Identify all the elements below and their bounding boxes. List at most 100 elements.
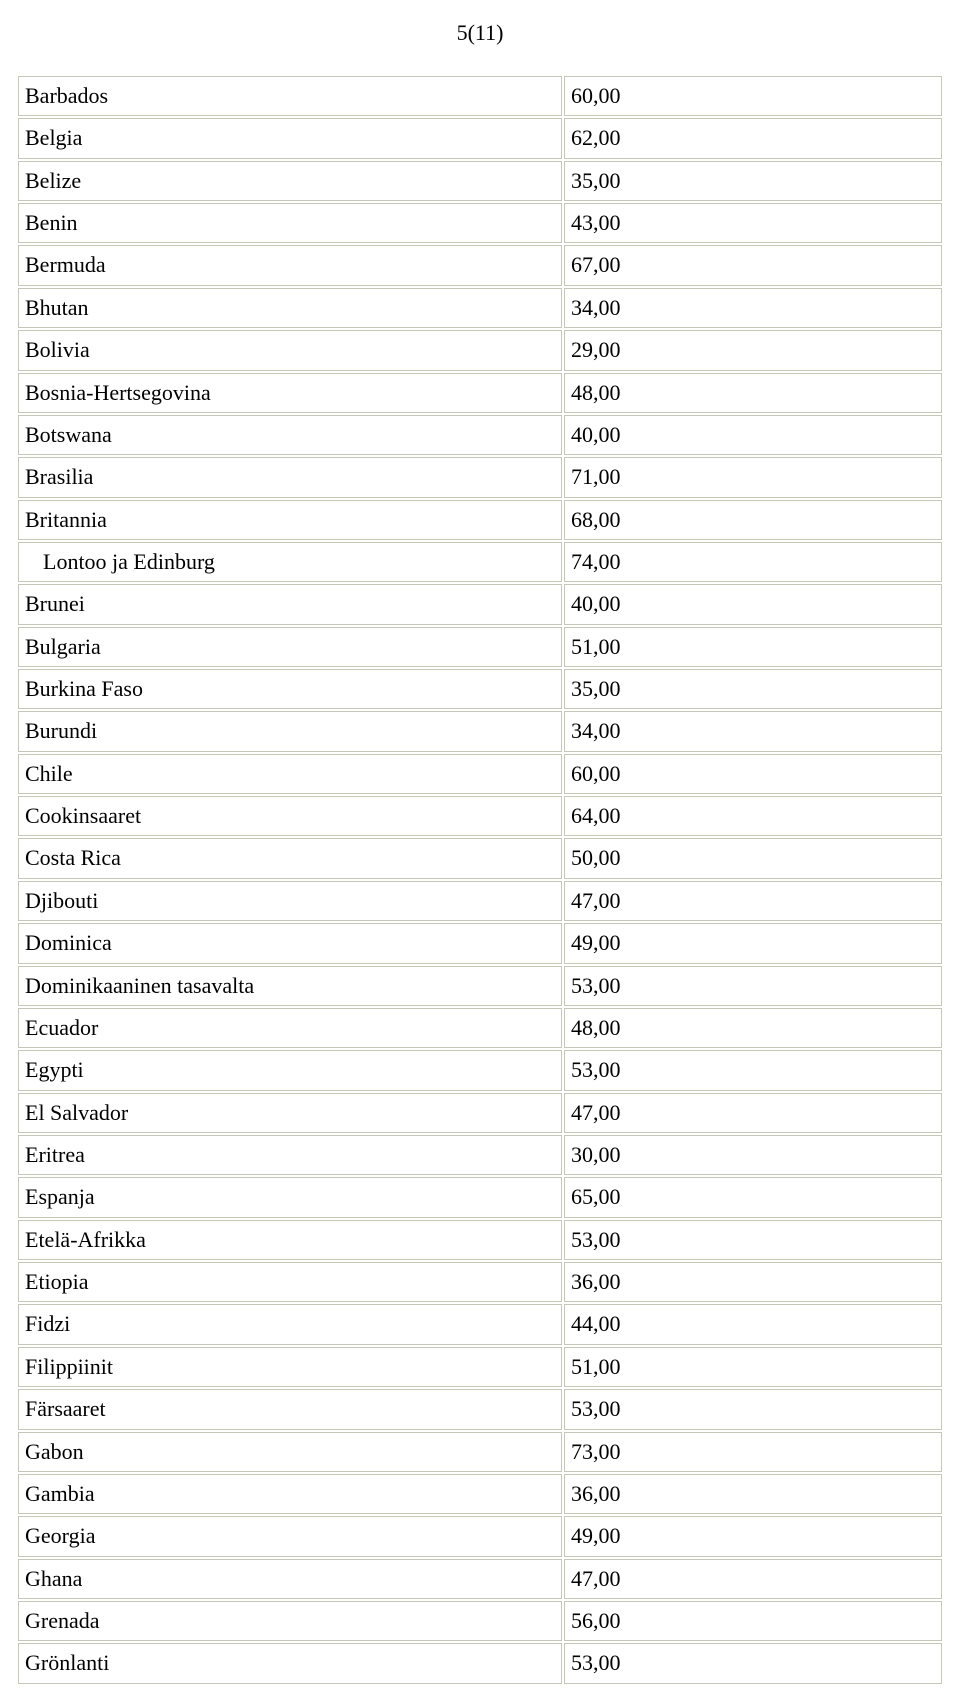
country-cell: Georgia (18, 1516, 562, 1556)
value-cell: 71,00 (564, 457, 942, 497)
table-row: Burundi34,00 (18, 711, 942, 751)
table-row: Costa Rica50,00 (18, 838, 942, 878)
value-cell: 35,00 (564, 669, 942, 709)
country-cell: El Salvador (18, 1093, 562, 1133)
table-row: Britannia68,00 (18, 500, 942, 540)
country-cell: Filippiinit (18, 1347, 562, 1387)
value-cell: 40,00 (564, 415, 942, 455)
value-cell: 40,00 (564, 584, 942, 624)
table-row: Bulgaria51,00 (18, 627, 942, 667)
country-cell: Benin (18, 203, 562, 243)
country-cell: Etiopia (18, 1262, 562, 1302)
table-row: Grenada56,00 (18, 1601, 942, 1641)
country-cell: Barbados (18, 76, 562, 116)
table-row: Bermuda67,00 (18, 245, 942, 285)
country-cell: Bhutan (18, 288, 562, 328)
value-cell: 62,00 (564, 118, 942, 158)
value-cell: 53,00 (564, 966, 942, 1006)
country-cell: Eritrea (18, 1135, 562, 1175)
value-cell: 43,00 (564, 203, 942, 243)
country-cell: Grönlanti (18, 1643, 562, 1683)
country-cell: Burkina Faso (18, 669, 562, 709)
value-cell: 64,00 (564, 796, 942, 836)
value-cell: 36,00 (564, 1474, 942, 1514)
value-cell: 48,00 (564, 1008, 942, 1048)
value-cell: 53,00 (564, 1389, 942, 1429)
country-cell: Belize (18, 161, 562, 201)
table-row: Etelä-Afrikka53,00 (18, 1220, 942, 1260)
table-row: Ecuador48,00 (18, 1008, 942, 1048)
value-cell: 34,00 (564, 711, 942, 751)
value-cell: 48,00 (564, 373, 942, 413)
country-cell: Bulgaria (18, 627, 562, 667)
country-cell: Gabon (18, 1432, 562, 1472)
value-cell: 49,00 (564, 923, 942, 963)
table-row: Belgia62,00 (18, 118, 942, 158)
country-cell: Gambia (18, 1474, 562, 1514)
value-cell: 60,00 (564, 754, 942, 794)
value-cell: 34,00 (564, 288, 942, 328)
table-row: Bhutan34,00 (18, 288, 942, 328)
value-cell: 60,00 (564, 76, 942, 116)
table-row: Gabon73,00 (18, 1432, 942, 1472)
table-row: Eritrea30,00 (18, 1135, 942, 1175)
value-cell: 36,00 (564, 1262, 942, 1302)
value-cell: 67,00 (564, 245, 942, 285)
table-row: Brunei40,00 (18, 584, 942, 624)
country-cell: Etelä-Afrikka (18, 1220, 562, 1260)
country-cell: Bermuda (18, 245, 562, 285)
value-cell: 68,00 (564, 500, 942, 540)
country-cell: Färsaaret (18, 1389, 562, 1429)
value-cell: 51,00 (564, 627, 942, 667)
table-row: Grönlanti53,00 (18, 1643, 942, 1683)
table-row: Dominica49,00 (18, 923, 942, 963)
page-number: 5(11) (16, 20, 944, 46)
value-cell: 50,00 (564, 838, 942, 878)
table-row: Barbados60,00 (18, 76, 942, 116)
value-cell: 47,00 (564, 1559, 942, 1599)
table-row: Egypti53,00 (18, 1050, 942, 1090)
country-cell: Bolivia (18, 330, 562, 370)
country-cell: Egypti (18, 1050, 562, 1090)
country-cell: Lontoo ja Edinburg (18, 542, 562, 582)
country-cell: Brunei (18, 584, 562, 624)
value-cell: 53,00 (564, 1050, 942, 1090)
value-cell: 49,00 (564, 1516, 942, 1556)
table-row: Fidzi44,00 (18, 1304, 942, 1344)
page: 5(11) Barbados60,00Belgia62,00Belize35,0… (0, 0, 960, 1706)
table-row: Lontoo ja Edinburg74,00 (18, 542, 942, 582)
country-cell: Burundi (18, 711, 562, 751)
country-cell: Fidzi (18, 1304, 562, 1344)
country-cell: Dominica (18, 923, 562, 963)
table-row: Dominikaaninen tasavalta53,00 (18, 966, 942, 1006)
country-cell: Ecuador (18, 1008, 562, 1048)
country-cell: Espanja (18, 1177, 562, 1217)
table-row: Ghana47,00 (18, 1559, 942, 1599)
country-cell: Costa Rica (18, 838, 562, 878)
country-cell: Bosnia-Hertsegovina (18, 373, 562, 413)
value-cell: 56,00 (564, 1601, 942, 1641)
value-cell: 35,00 (564, 161, 942, 201)
table-row: Belize35,00 (18, 161, 942, 201)
table-row: Gambia36,00 (18, 1474, 942, 1514)
table-row: Chile60,00 (18, 754, 942, 794)
table-row: Brasilia71,00 (18, 457, 942, 497)
table-row: Benin43,00 (18, 203, 942, 243)
value-cell: 47,00 (564, 1093, 942, 1133)
value-cell: 74,00 (564, 542, 942, 582)
value-cell: 29,00 (564, 330, 942, 370)
table-row: Cookinsaaret64,00 (18, 796, 942, 836)
table-row: Burkina Faso35,00 (18, 669, 942, 709)
table-row: Bosnia-Hertsegovina48,00 (18, 373, 942, 413)
value-cell: 53,00 (564, 1643, 942, 1683)
country-cell: Belgia (18, 118, 562, 158)
country-cell: Britannia (18, 500, 562, 540)
value-cell: 30,00 (564, 1135, 942, 1175)
country-cell: Cookinsaaret (18, 796, 562, 836)
table-row: Bolivia29,00 (18, 330, 942, 370)
value-cell: 44,00 (564, 1304, 942, 1344)
table-row: Espanja65,00 (18, 1177, 942, 1217)
table-body: Barbados60,00Belgia62,00Belize35,00Benin… (18, 76, 942, 1684)
country-cell: Grenada (18, 1601, 562, 1641)
table-row: Filippiinit51,00 (18, 1347, 942, 1387)
